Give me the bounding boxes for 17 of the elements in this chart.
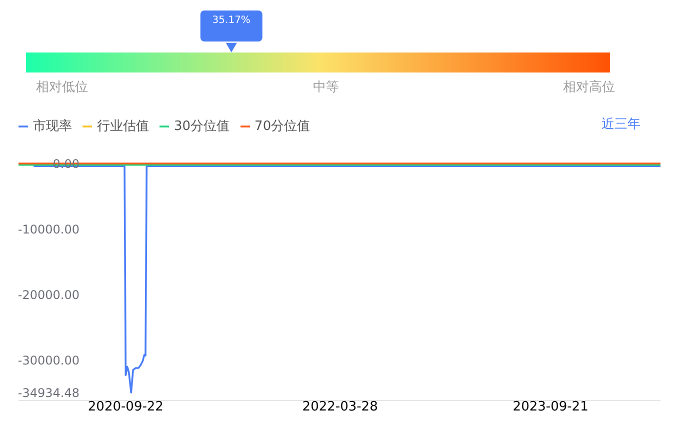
x-tick-label: 2023-09-21: [512, 400, 588, 414]
text: 相对低位: [36, 80, 88, 95]
y-tick-label: 0.00: [52, 157, 80, 171]
y-tick-label: -20000.00: [18, 288, 80, 302]
x-tick-label: 2022-03-28: [302, 400, 378, 414]
legend-label: 行业估值: [97, 118, 149, 135]
text: 近三年: [602, 117, 640, 132]
x-tick-label: 2020-09-22: [88, 400, 164, 414]
legend-label: 市现率: [33, 118, 72, 135]
y-tick-label: -10000.00: [18, 222, 80, 237]
y-tick-label: -34934.48: [18, 386, 80, 400]
text: 相对高位: [562, 79, 615, 95]
legend-label: 70分位值: [254, 118, 310, 135]
text: 中等: [312, 80, 339, 95]
data-label: 35.17%: [212, 15, 250, 26]
y-tick-label: -30000.00: [18, 354, 80, 368]
legend-label: 30分位值: [174, 118, 230, 135]
